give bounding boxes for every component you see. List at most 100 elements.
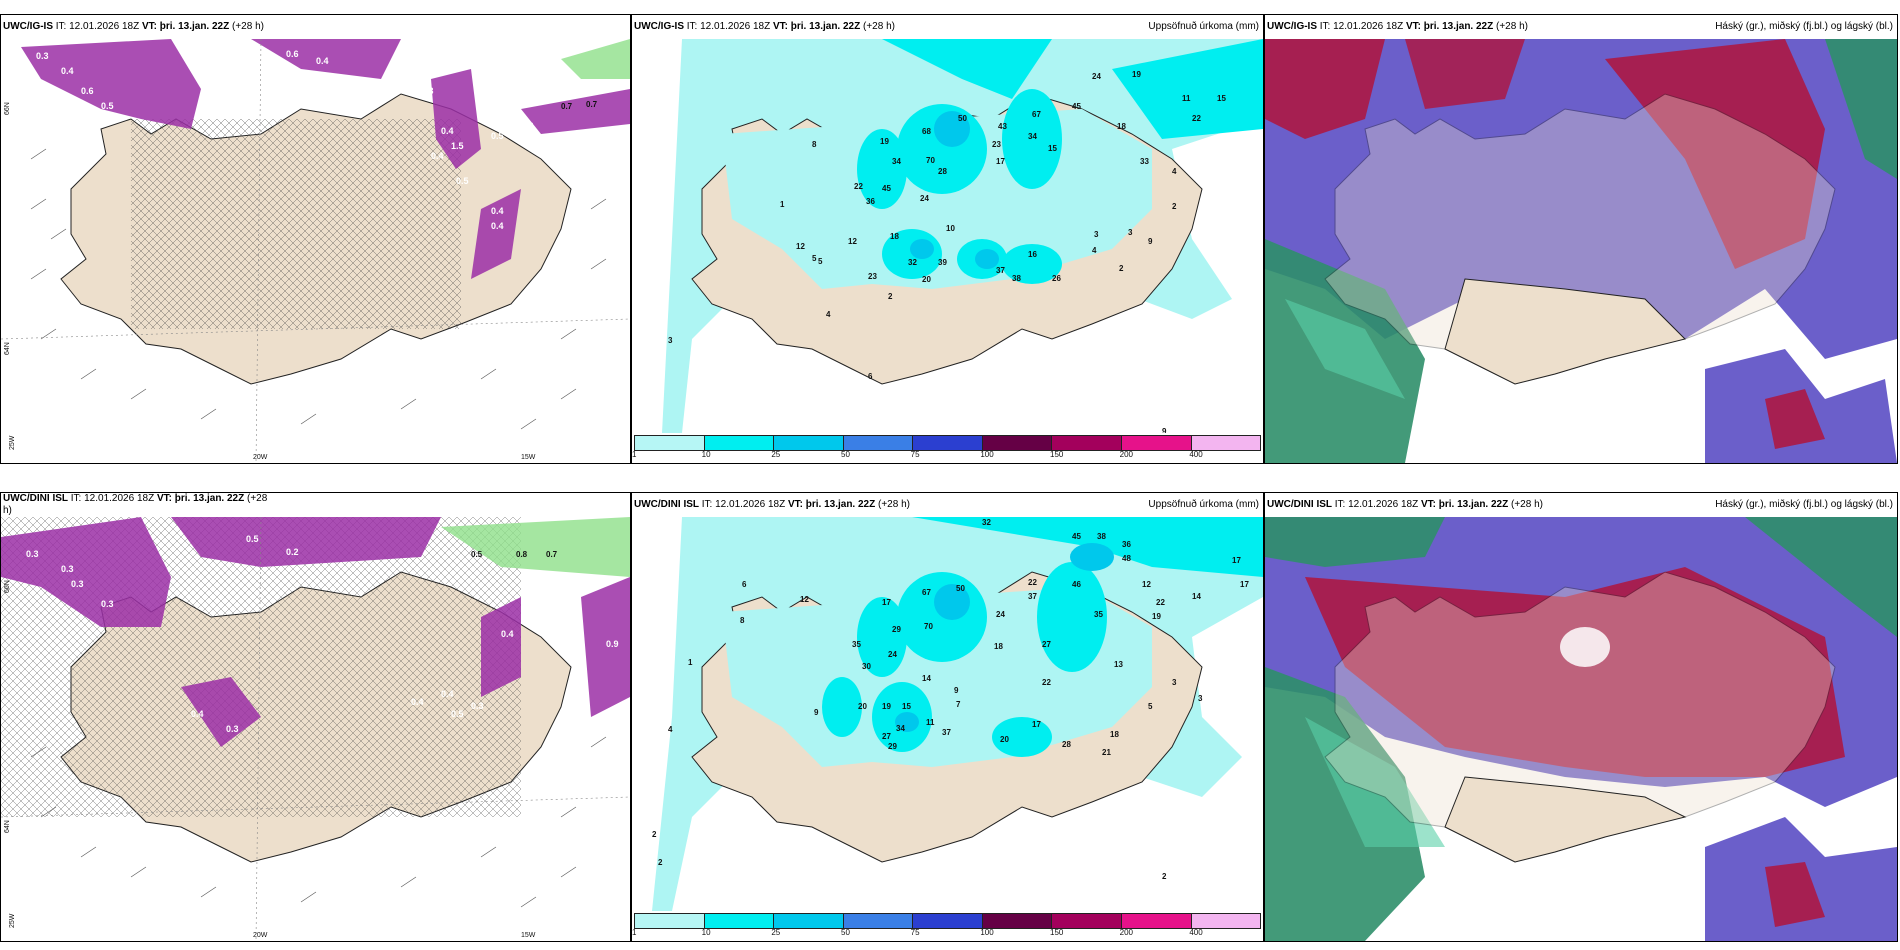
colorbar-swatch [1191, 914, 1261, 928]
svg-text:12: 12 [848, 237, 857, 246]
svg-text:21: 21 [1102, 748, 1111, 757]
icing-value: 0.7 [546, 550, 558, 559]
precip-values: 32 45 38 36 48 17 17 14 22 19 12 17 67 5… [652, 518, 1249, 881]
svg-text:1: 1 [688, 658, 693, 667]
svg-text:12: 12 [796, 242, 805, 251]
colorbar-swatch [913, 914, 983, 928]
svg-text:19: 19 [1152, 612, 1161, 621]
colorbar-tick-label: 400 [1189, 450, 1203, 459]
precip-colorbar: 1 10 25 50 75 100 150 200 400 [632, 911, 1263, 941]
icing-value: 0.3 [421, 86, 434, 96]
svg-text:2: 2 [888, 292, 893, 301]
icing-value: 0.5 [456, 176, 469, 186]
svg-text:22: 22 [854, 182, 863, 191]
svg-text:27: 27 [1042, 640, 1051, 649]
svg-text:17: 17 [1032, 720, 1041, 729]
svg-text:6: 6 [868, 372, 873, 381]
colorbar-swatch [704, 914, 775, 928]
icing-value: 0.9 [606, 639, 619, 649]
svg-text:22: 22 [1028, 578, 1037, 587]
svg-text:29: 29 [888, 742, 897, 751]
precip-map: 24 19 11 15 22 45 18 33 4 2 19 68 50 43 … [632, 39, 1263, 433]
svg-text:34: 34 [892, 157, 901, 166]
icing-value: 0.3 [26, 549, 39, 559]
panel-subtitle: Uppsöfnuð úrkoma (mm) [1148, 21, 1259, 32]
panel-bottom-left: UWC/DINI ISL IT: 12.01.2026 18Z VT: þri.… [0, 492, 631, 942]
colorbar-swatch [704, 436, 775, 450]
svg-text:67: 67 [1032, 110, 1041, 119]
svg-text:14: 14 [1192, 592, 1201, 601]
svg-text:24: 24 [920, 194, 929, 203]
panel-subtitle: Háský (gr.), miðský (fj.bl.) og lágský (… [1715, 499, 1893, 510]
icing-value: 0.4 [441, 126, 454, 136]
svg-text:16: 16 [1028, 250, 1037, 259]
svg-text:17: 17 [882, 598, 891, 607]
svg-text:8: 8 [740, 616, 745, 625]
colorbar-tick-label: 100 [980, 450, 994, 459]
svg-text:39: 39 [938, 258, 947, 267]
icing-value: 0.4 [501, 629, 514, 639]
svg-text:11: 11 [1182, 94, 1191, 103]
icing-value: 0.4 [491, 206, 504, 216]
svg-text:34: 34 [896, 724, 905, 733]
svg-text:5: 5 [1148, 702, 1153, 711]
svg-text:12: 12 [800, 595, 809, 604]
icing-band [471, 189, 521, 279]
panel-subtitle: Uppsöfnuð úrkoma (mm) [1148, 499, 1259, 510]
panel-header: UWC/IG-IS IT: 12.01.2026 18Z VT: þri. 13… [1, 15, 630, 39]
colorbar-tick-label: 150 [1050, 450, 1064, 459]
icing-value: 0.4 [411, 697, 424, 707]
svg-text:35: 35 [852, 640, 861, 649]
icing-value: 0.4 [316, 56, 329, 66]
svg-text:3: 3 [1172, 678, 1177, 687]
wind-barbs [30, 148, 607, 430]
icing-band [521, 89, 630, 134]
svg-text:28: 28 [938, 167, 947, 176]
precip-colorbar: 1 10 25 50 75 100 150 200 400 [632, 433, 1263, 463]
lat-label: 66N [4, 102, 11, 115]
svg-text:2: 2 [1172, 202, 1177, 211]
svg-text:20: 20 [1000, 735, 1009, 744]
colorbar-tick-label: 400 [1189, 928, 1203, 937]
colorbar-swatch [635, 914, 705, 928]
svg-text:46: 46 [1072, 580, 1081, 589]
colorbar-tick-label: 1 [632, 928, 637, 937]
icing-value: 0.6 [286, 49, 299, 59]
svg-text:4: 4 [1092, 246, 1097, 255]
svg-text:28: 28 [1062, 740, 1071, 749]
icing-value: 0.8 [516, 550, 528, 559]
svg-text:23: 23 [992, 140, 1001, 149]
icing-value: 0.3 [226, 724, 239, 734]
icing-value: 0.3 [471, 701, 484, 711]
cloud-cover-map [1265, 39, 1897, 463]
svg-text:4: 4 [1172, 167, 1177, 176]
svg-text:2: 2 [1119, 264, 1124, 273]
svg-text:17: 17 [996, 157, 1005, 166]
lat-label: 66N [4, 580, 11, 593]
svg-text:4: 4 [826, 310, 831, 319]
colorbar-tick-label: 200 [1119, 928, 1134, 937]
icing-value: 0.3 [71, 579, 84, 589]
lon-label: 20W [253, 932, 268, 939]
colorbar-swatch [1191, 436, 1261, 450]
panel-subtitle: Háský (gr.), miðský (fj.bl.) og lágský (… [1715, 21, 1893, 32]
colorbar-swatch [1052, 914, 1122, 928]
svg-text:45: 45 [1072, 102, 1081, 111]
panel-header: UWC/DINI ISL IT: 12.01.2026 18Z VT: þri.… [1265, 493, 1897, 517]
icing-value: 0.5 [471, 550, 483, 559]
svg-text:43: 43 [998, 122, 1007, 131]
svg-text:9: 9 [1148, 237, 1153, 246]
icing-value: 0.4 [431, 151, 444, 161]
colorbar-swatch [982, 914, 1053, 928]
icing-value: 0.3 [61, 564, 74, 574]
svg-text:18: 18 [994, 642, 1003, 651]
svg-text:3: 3 [1198, 694, 1203, 703]
colorbar-swatch [982, 436, 1053, 450]
svg-text:12: 12 [1142, 580, 1151, 589]
icing-value: 0.5 [451, 709, 464, 719]
colorbar-tick-label: 25 [771, 928, 781, 937]
svg-text:32: 32 [982, 518, 991, 527]
icing-value: 0.7 [561, 102, 573, 111]
icing-value: 0.4 [491, 221, 504, 231]
svg-text:33: 33 [1140, 157, 1149, 166]
